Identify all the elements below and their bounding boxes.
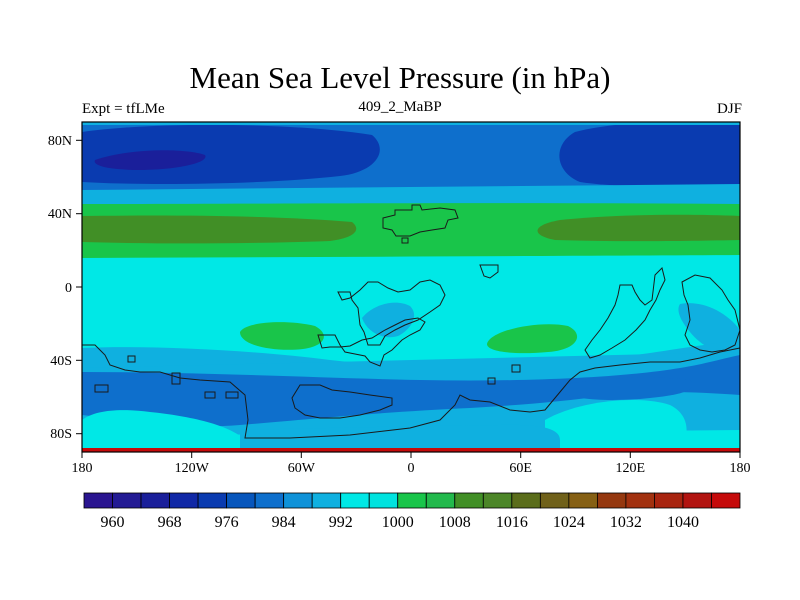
- colorbar-label: 1000: [382, 514, 414, 531]
- south-high-indian: [487, 324, 578, 354]
- coast-australia: [681, 274, 741, 353]
- colorbar-label: 1032: [610, 514, 642, 531]
- coast-africa: [337, 279, 446, 346]
- colorbar-label: 968: [158, 514, 182, 531]
- antarctic-high-east: [545, 400, 687, 452]
- colorbar-box: [482, 492, 513, 509]
- coast-antarctica: [82, 344, 741, 439]
- colorbar-label: 984: [272, 514, 296, 531]
- colorbar-box: [625, 492, 655, 509]
- colorbar-box: [112, 492, 142, 509]
- coast-small-isle: [401, 237, 409, 244]
- polar-low-east: [559, 122, 740, 187]
- antarctic-high-west: [82, 410, 245, 452]
- x-tick-label: 120E: [616, 461, 646, 476]
- contour-field: [82, 122, 740, 452]
- colorbar-label: 1040: [667, 514, 699, 531]
- x-tick-label: 60E: [509, 461, 532, 476]
- coast-west-islands: [94, 355, 239, 399]
- coast-india: [479, 264, 499, 279]
- y-tick-label: 40S: [50, 354, 72, 369]
- coast-antarctic-interior: [291, 384, 393, 419]
- colorbar-box: [654, 492, 684, 509]
- coast-southern-islands: [487, 364, 521, 385]
- antarctic-interior: [240, 424, 560, 452]
- x-tick-label: 180: [72, 461, 93, 476]
- colorbar-label: 976: [215, 514, 239, 531]
- arctic-low-core: [94, 150, 206, 170]
- north-transition-band: [82, 184, 740, 208]
- coastlines: [82, 204, 741, 439]
- colorbar-box: [140, 492, 170, 509]
- south-high-atlantic: [240, 322, 324, 350]
- colorbar-box: [711, 492, 741, 509]
- coast-europe: [382, 204, 459, 237]
- y-tick-label: 0: [65, 281, 72, 296]
- x-major-ticks: [81, 452, 741, 458]
- colorbar-box: [254, 492, 285, 509]
- colorbar-box: [311, 492, 342, 509]
- colorbar-box: [197, 492, 228, 509]
- season-label: DJF: [716, 101, 742, 117]
- coast-south-america: [317, 317, 426, 367]
- experiment-label: Expt = tfLMe: [82, 101, 165, 117]
- south-america-patch: [362, 302, 415, 338]
- south-pole-strip: [82, 448, 740, 452]
- time-label: 409_2_MaBP: [358, 99, 442, 115]
- colorbar-box: [169, 492, 199, 509]
- colorbar-label: 1008: [439, 514, 471, 531]
- x-tick-label: 180: [730, 461, 751, 476]
- colorbar-box: [568, 492, 598, 509]
- colorbar-label: 1024: [553, 514, 585, 531]
- colorbar-box: [226, 492, 256, 509]
- x-tick-label: 60W: [288, 461, 316, 476]
- colorbar-box: [511, 492, 541, 509]
- north-high-core-west: [82, 215, 357, 244]
- chart-title: Mean Sea Level Pressure (in hPa): [189, 60, 611, 95]
- colorbar-label: 1016: [496, 514, 528, 531]
- x-tick-label: 120W: [175, 461, 210, 476]
- colorbar-box: [83, 492, 113, 509]
- axis-ticks: [76, 139, 741, 458]
- x-tick-label: 0: [408, 461, 415, 476]
- y-tick-label: 40N: [48, 207, 72, 222]
- y-tick-labels: 80N 40N 0 40S 80S: [48, 134, 72, 442]
- x-tick-labels: 180 120W 60W 0 60E 120E 180: [72, 461, 751, 476]
- colorbar-label: 960: [101, 514, 125, 531]
- y-tick-label: 80N: [48, 134, 72, 149]
- southern-ocean-low-east: [560, 377, 693, 400]
- y-major-ticks: [76, 139, 82, 435]
- colorbar-box: [368, 492, 399, 509]
- colorbar-box: [454, 492, 484, 509]
- colorbar-box: [340, 492, 370, 509]
- y-tick-label: 80S: [50, 427, 72, 442]
- north-high-core-east: [537, 214, 740, 242]
- colorbar-box: [397, 492, 427, 509]
- colorbar-box: [682, 492, 712, 509]
- colorbar-box: [425, 492, 456, 509]
- colorbar-box: [539, 492, 570, 509]
- colorbar-box: [283, 492, 313, 509]
- colorbar: 960 968 976 984 992 1000 1008 1016 1024 1032 1040: [83, 492, 741, 531]
- colorbar-box: [596, 492, 627, 509]
- north-pole-strip: [82, 122, 740, 125]
- coast-asia: [584, 267, 666, 359]
- colorbar-label: 992: [329, 514, 353, 531]
